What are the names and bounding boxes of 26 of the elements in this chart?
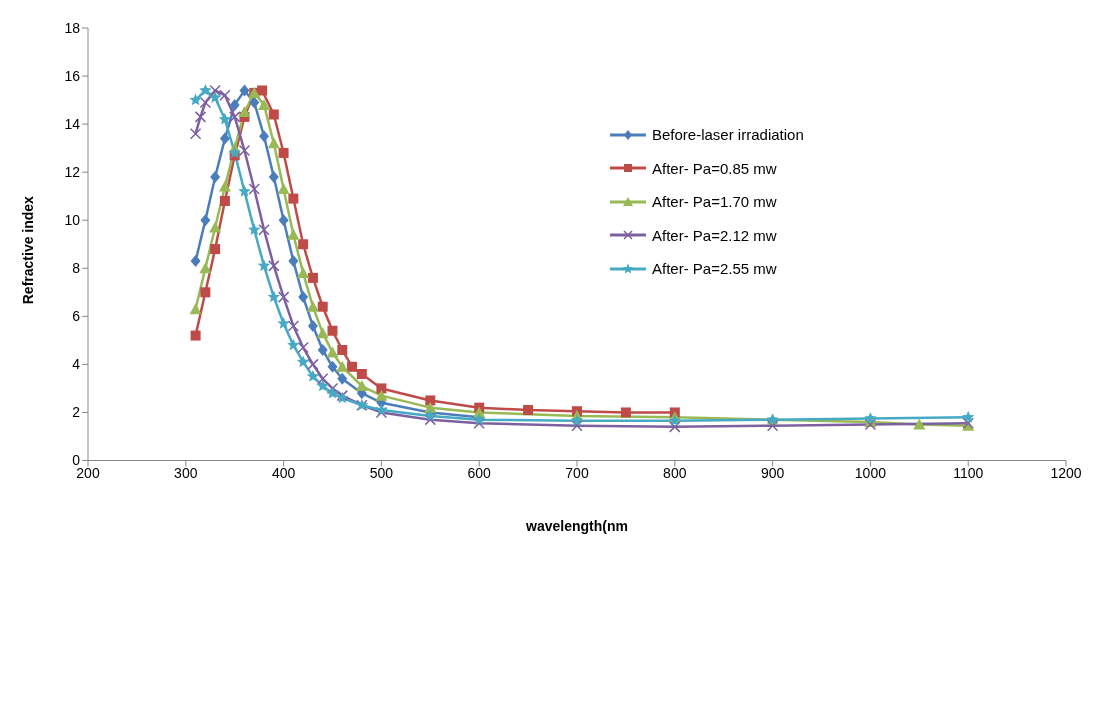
legend-label: After- Pa=0.85 mw: [652, 159, 777, 177]
legend-label: After- Pa=2.12 mw: [652, 226, 777, 244]
x-tick-label: 600: [467, 465, 492, 482]
x-tick-label: 900: [760, 465, 785, 482]
x-tick-label: 400: [271, 465, 296, 482]
legend-label: After- Pa=2.55 mw: [652, 260, 777, 278]
x-tick-label: 700: [565, 465, 589, 482]
x-tick-label: 1100: [953, 465, 984, 482]
y-tick-label: 18: [64, 19, 81, 36]
y-tick-label: 6: [72, 308, 81, 325]
y-tick-label: 8: [72, 260, 81, 277]
legend-label: After- Pa=1.70 mw: [652, 193, 777, 211]
legend-label: Before-laser irradiation: [652, 126, 804, 144]
y-tick-label: 12: [64, 164, 81, 181]
y-tick-label: 16: [64, 68, 81, 85]
y-tick-label: 2: [72, 404, 81, 421]
x-tick-label: 300: [174, 465, 198, 482]
x-axis-title: wavelength(nm: [525, 517, 628, 534]
y-tick-label: 14: [64, 116, 81, 133]
y-axis-title: Refractive index: [19, 195, 36, 305]
y-tick-label: 4: [72, 356, 81, 373]
x-tick-label: 1000: [854, 465, 887, 482]
x-tick-label: 500: [369, 465, 394, 482]
x-tick-label: 800: [663, 465, 687, 482]
y-tick-label: 10: [64, 212, 81, 229]
x-tick-label: 1200: [1050, 465, 1082, 482]
